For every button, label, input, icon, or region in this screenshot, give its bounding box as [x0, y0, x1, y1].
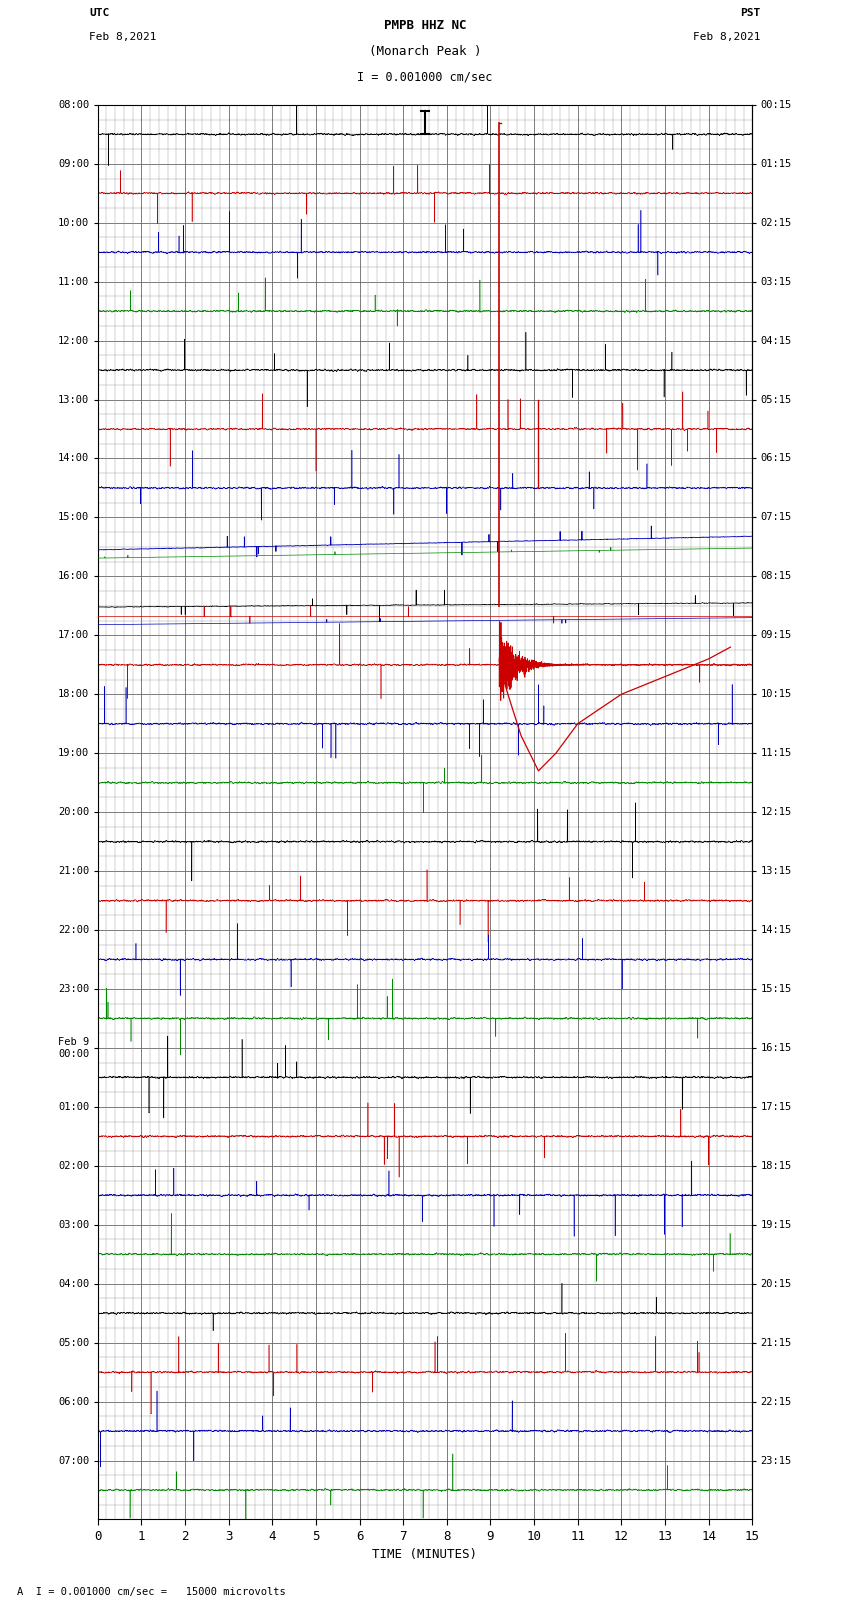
Text: PST: PST: [740, 8, 761, 18]
X-axis label: TIME (MINUTES): TIME (MINUTES): [372, 1548, 478, 1561]
Text: I = 0.001000 cm/sec: I = 0.001000 cm/sec: [357, 71, 493, 84]
Text: Feb 8,2021: Feb 8,2021: [694, 32, 761, 42]
Text: UTC: UTC: [89, 8, 110, 18]
Text: (Monarch Peak ): (Monarch Peak ): [369, 45, 481, 58]
Text: A  I = 0.001000 cm/sec =   15000 microvolts: A I = 0.001000 cm/sec = 15000 microvolts: [17, 1587, 286, 1597]
Text: Feb 8,2021: Feb 8,2021: [89, 32, 156, 42]
Text: PMPB HHZ NC: PMPB HHZ NC: [383, 19, 467, 32]
